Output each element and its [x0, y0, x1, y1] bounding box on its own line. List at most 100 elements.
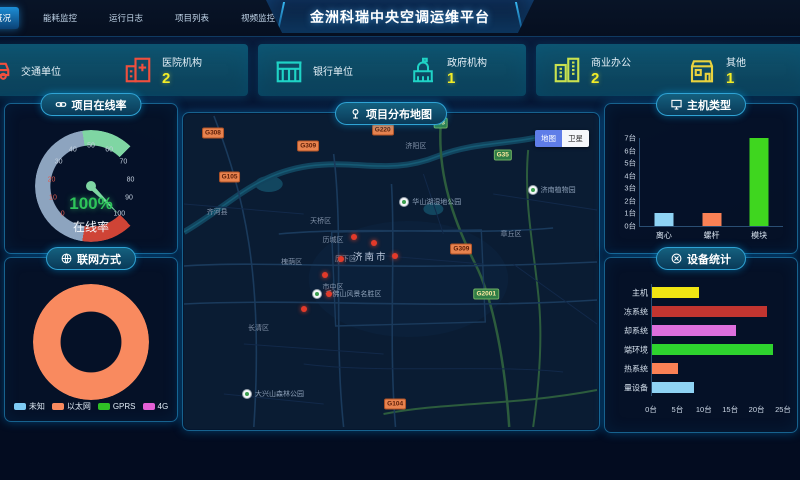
map-label-济阳区: 济阳区: [405, 142, 427, 150]
project-marker[interactable]: [325, 290, 332, 297]
legend-swatch: [13, 403, 26, 410]
dev-rows: 主机冻系统却系统端环境热系统量设备: [624, 284, 783, 396]
device-label: 量设备: [624, 383, 648, 392]
gauge-tick: 10: [49, 194, 57, 202]
panel-title: 项目分布地图: [366, 108, 432, 121]
nav-tab-视频监控[interactable]: 视频监控: [241, 13, 276, 23]
legend-swatch: [142, 403, 155, 410]
car-icon: [0, 55, 12, 85]
project-marker[interactable]: [301, 306, 308, 313]
device-bar: [652, 363, 679, 374]
host-plot: 0台 1台 2台 3台 4台 5台 6台 7台 离心 螺杆 模块: [624, 134, 783, 240]
map-label-市中区: 市中区: [322, 284, 344, 292]
stat-item-银行单位: 银行单位: [258, 44, 392, 96]
map-poi-济南植物园: 济南植物园: [527, 184, 576, 195]
top-bar: 概况 能耗监控 运行日志 项目列表 视频监控 金洲科瑞中央空调运维平台: [0, 0, 800, 37]
road-shield-G35: G35: [493, 149, 512, 161]
legend-label: 以太网: [66, 402, 91, 411]
panel-device-stats: 设备统计 主机 冻系统 却系统 端环境 热系统 量设备 0台 5台 10台 15台 20台 25台: [604, 247, 798, 433]
link-icon: [55, 99, 67, 110]
road-shield-G220: G220: [371, 124, 394, 136]
panel-project-map-header: 项目分布地图: [335, 102, 447, 125]
gauge-tick: 0: [60, 210, 65, 218]
device-label: 却系统: [624, 326, 648, 335]
project-marker[interactable]: [338, 255, 345, 262]
monitor-icon: [671, 99, 682, 110]
panel-title: 设备统计: [687, 253, 731, 266]
nav-tab-运行日志[interactable]: 运行日志: [109, 13, 144, 23]
project-marker[interactable]: [371, 240, 378, 247]
road-shield-G309: G309: [297, 140, 320, 151]
device-label: 热系统: [624, 364, 648, 373]
nav-tab-项目列表[interactable]: 项目列表: [175, 13, 210, 23]
legend-label: GPRS: [112, 402, 136, 411]
legend-item-4G[interactable]: 4G: [142, 401, 168, 412]
x-tick: 20台: [748, 405, 765, 414]
y-tick: 7台: [624, 133, 636, 143]
stat-value: 2: [162, 69, 171, 87]
project-marker[interactable]: [321, 271, 328, 278]
stat-item-商业办公: 商业办公 2: [536, 44, 671, 96]
panel-network-type: 联网方式 未知 以太网 GPRS 4G: [4, 247, 178, 422]
poi-dot: [402, 200, 407, 205]
app-title-box: 金洲科瑞中央空调运维平台: [266, 0, 534, 33]
map-btn-地图[interactable]: 地图: [535, 130, 562, 147]
poi-dot: [315, 291, 320, 296]
poi-icon: [241, 389, 252, 400]
legend-item-未知[interactable]: 未知: [13, 401, 45, 412]
device-row-端环境: 端环境: [624, 344, 783, 355]
legend-label: 未知: [28, 402, 45, 411]
device-label: 端环境: [624, 345, 648, 354]
poi-label: 华山湖湿地公园: [412, 199, 462, 207]
stat-text: 商业办公 2: [591, 54, 631, 87]
map-type-buttons: 地图 卫星: [535, 130, 589, 147]
road-shield-G309: G309: [450, 243, 473, 255]
legend-item-以太网[interactable]: 以太网: [51, 401, 91, 412]
y-tick: 1台: [624, 208, 636, 218]
poi-icon: [399, 197, 410, 208]
stat-card-2: 商业办公 2 其他 1: [536, 44, 800, 96]
poi-icon: [527, 184, 538, 195]
shop-icon: [687, 55, 717, 85]
x-tick: 10台: [695, 405, 712, 414]
map-canvas[interactable]: 济南市 历城区 历下区 市中区 槐荫区 天桥区 济阳区 章丘区 长清区 齐河县 G308 G309 G1…: [184, 114, 598, 429]
road-shield-G2001: G2001: [473, 288, 499, 300]
device-label: 主机: [632, 288, 648, 297]
device-label: 冻系统: [624, 307, 648, 316]
panel-device-stats-header: 设备统计: [656, 247, 746, 270]
project-marker[interactable]: [392, 252, 399, 259]
gauge-tick: 100: [113, 210, 126, 218]
map-label-齐河县: 齐河县: [206, 208, 228, 216]
map-label-历下区: 历下区: [334, 255, 356, 263]
panel-title: 联网方式: [77, 253, 121, 266]
nav-tab-能耗监控[interactable]: 能耗监控: [43, 13, 78, 23]
stat-value: 2: [591, 69, 600, 87]
poi-icon: [312, 288, 323, 299]
x-tick: 0台: [645, 405, 657, 414]
dev-ticks: 0台 5台 10台 15台 20台 25台: [645, 404, 791, 414]
map-roads: [184, 115, 598, 428]
stat-text: 银行单位: [313, 63, 353, 78]
panel-title: 主机类型: [687, 99, 731, 112]
device-row-量设备: 量设备: [624, 382, 783, 393]
gauge-hub: [86, 181, 96, 191]
device-row-主机: 主机: [632, 287, 783, 298]
stat-item-医院机构: 医院机构 2: [107, 44, 248, 96]
gauge-tick: 70: [119, 158, 128, 166]
map-label-槐荫区: 槐荫区: [281, 259, 303, 267]
project-marker[interactable]: [350, 233, 357, 240]
device-bar: [652, 382, 694, 393]
stat-label: 银行单位: [313, 66, 353, 78]
map-label-历城区: 历城区: [322, 237, 344, 244]
gauge-tick: 60: [105, 146, 114, 154]
x-tick: 5台: [671, 405, 684, 414]
map-btn-卫星[interactable]: 卫星: [562, 130, 589, 147]
legend-item-GPRS[interactable]: GPRS: [97, 401, 136, 412]
nav-tab-概况[interactable]: 概况: [0, 7, 20, 29]
stat-item-其他: 其他 1: [671, 44, 800, 96]
map-label-济南市: 济南市: [353, 251, 388, 263]
road-shield-G308: G308: [202, 127, 224, 139]
map-label-长清区: 长清区: [248, 325, 270, 333]
poi-dot: [530, 187, 535, 192]
